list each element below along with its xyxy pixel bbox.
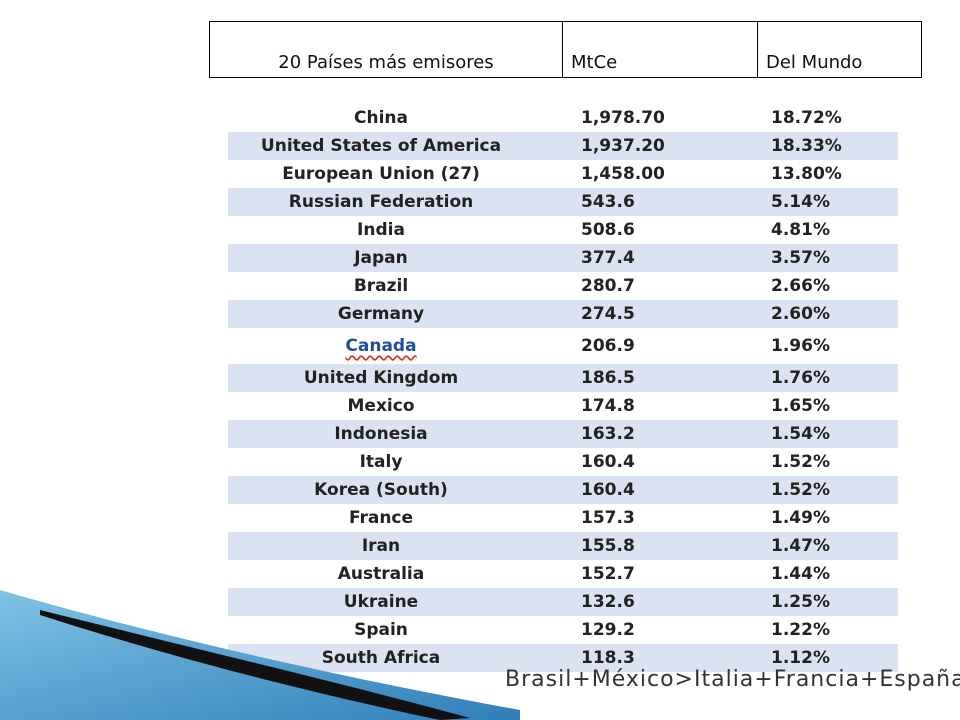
mtce-cell: 132.6 [581, 592, 635, 612]
table-row: United States of America 1,937.20 18.33% [228, 132, 898, 160]
mtce-cell: 160.4 [581, 480, 635, 500]
table-row: United Kingdom 186.5 1.76% [228, 364, 898, 392]
country-cell: Korea (South) [314, 480, 448, 500]
table-row: Italy 160.4 1.52% [228, 448, 898, 476]
percent-cell: 1.25% [771, 592, 830, 612]
country-cell: Russian Federation [288, 192, 474, 212]
country-cell: Germany [337, 304, 425, 324]
table-row: European Union (27) 1,458.00 13.80% [228, 160, 898, 188]
mtce-cell: 118.3 [581, 648, 635, 668]
mtce-cell: 377.4 [581, 248, 635, 268]
table-row: Canada 206.9 1.96% [228, 328, 898, 364]
table-row: India 508.6 4.81% [228, 216, 898, 244]
mtce-cell: 1,978.70 [581, 108, 665, 128]
table-row: Brazil 280.7 2.66% [228, 272, 898, 300]
table-row: Japan 377.4 3.57% [228, 244, 898, 272]
table-row: Ukraine 132.6 1.25% [228, 588, 898, 616]
header-countries: 20 Países más emisores [210, 22, 563, 77]
percent-cell: 1.47% [771, 536, 830, 556]
country-cell: European Union (27) [282, 164, 480, 184]
mtce-cell: 163.2 [581, 424, 635, 444]
table-row: Russian Federation 543.6 5.14% [228, 188, 898, 216]
percent-cell: 2.66% [771, 276, 830, 296]
mtce-cell: 206.9 [581, 336, 635, 356]
percent-cell: 1.44% [771, 564, 830, 584]
header-table: 20 Países más emisores MtCe Del Mundo [209, 21, 922, 78]
country-cell: Canada [345, 336, 417, 356]
country-cell: United Kingdom [303, 368, 459, 388]
country-cell: Japan [354, 248, 408, 268]
percent-cell: 1.76% [771, 368, 830, 388]
mtce-cell: 543.6 [581, 192, 635, 212]
country-cell: Australia [337, 564, 425, 584]
mtce-cell: 1,937.20 [581, 136, 665, 156]
table-row: Australia 152.7 1.44% [228, 560, 898, 588]
country-cell: Italy [359, 452, 403, 472]
country-cell: China [354, 108, 408, 128]
country-cell: Mexico [347, 396, 415, 416]
footer-comparison-note: Brasil+México>Italia+Francia+España [505, 667, 960, 692]
percent-cell: 1.52% [771, 452, 830, 472]
header-world-share: Del Mundo [766, 52, 863, 73]
mtce-cell: 1,458.00 [581, 164, 665, 184]
percent-cell: 1.12% [771, 648, 830, 668]
table-row: Spain 129.2 1.22% [228, 616, 898, 644]
country-cell: Iran [361, 536, 401, 556]
table-row: France 157.3 1.49% [228, 504, 898, 532]
emissions-table: China 1,978.70 18.72% United States of Ame… [228, 104, 898, 672]
percent-cell: 1.52% [771, 480, 830, 500]
table-row: Indonesia 163.2 1.54% [228, 420, 898, 448]
percent-cell: 1.65% [771, 396, 830, 416]
percent-cell: 5.14% [771, 192, 830, 212]
table-row: South Africa 118.3 1.12% [228, 644, 898, 672]
percent-cell: 4.81% [771, 220, 830, 240]
country-cell: Spain [354, 620, 408, 640]
percent-cell: 18.33% [771, 136, 842, 156]
mtce-cell: 157.3 [581, 508, 635, 528]
percent-cell: 2.60% [771, 304, 830, 324]
country-cell: Indonesia [334, 424, 428, 444]
percent-cell: 1.22% [771, 620, 830, 640]
mtce-cell: 174.8 [581, 396, 635, 416]
country-cell: South Africa [321, 648, 441, 668]
percent-cell: 1.96% [771, 336, 830, 356]
percent-cell: 1.49% [771, 508, 830, 528]
country-cell: Ukraine [343, 592, 419, 612]
mtce-cell: 280.7 [581, 276, 635, 296]
percent-cell: 13.80% [771, 164, 842, 184]
percent-cell: 1.54% [771, 424, 830, 444]
table-row: Mexico 174.8 1.65% [228, 392, 898, 420]
percent-cell: 3.57% [771, 248, 830, 268]
header-mtce: MtCe [563, 22, 758, 77]
table-row: China 1,978.70 18.72% [228, 104, 898, 132]
mtce-cell: 160.4 [581, 452, 635, 472]
decorative-swoosh [0, 590, 520, 720]
mtce-cell: 186.5 [581, 368, 635, 388]
country-cell: Brazil [353, 276, 409, 296]
percent-cell: 18.72% [771, 108, 842, 128]
country-cell: France [348, 508, 414, 528]
country-cell: India [357, 220, 405, 240]
mtce-cell: 129.2 [581, 620, 635, 640]
table-row: Iran 155.8 1.47% [228, 532, 898, 560]
mtce-cell: 508.6 [581, 220, 635, 240]
mtce-cell: 155.8 [581, 536, 635, 556]
mtce-cell: 274.5 [581, 304, 635, 324]
table-row: Germany 274.5 2.60% [228, 300, 898, 328]
country-cell: United States of America [260, 136, 502, 156]
mtce-cell: 152.7 [581, 564, 635, 584]
table-row: Korea (South) 160.4 1.52% [228, 476, 898, 504]
